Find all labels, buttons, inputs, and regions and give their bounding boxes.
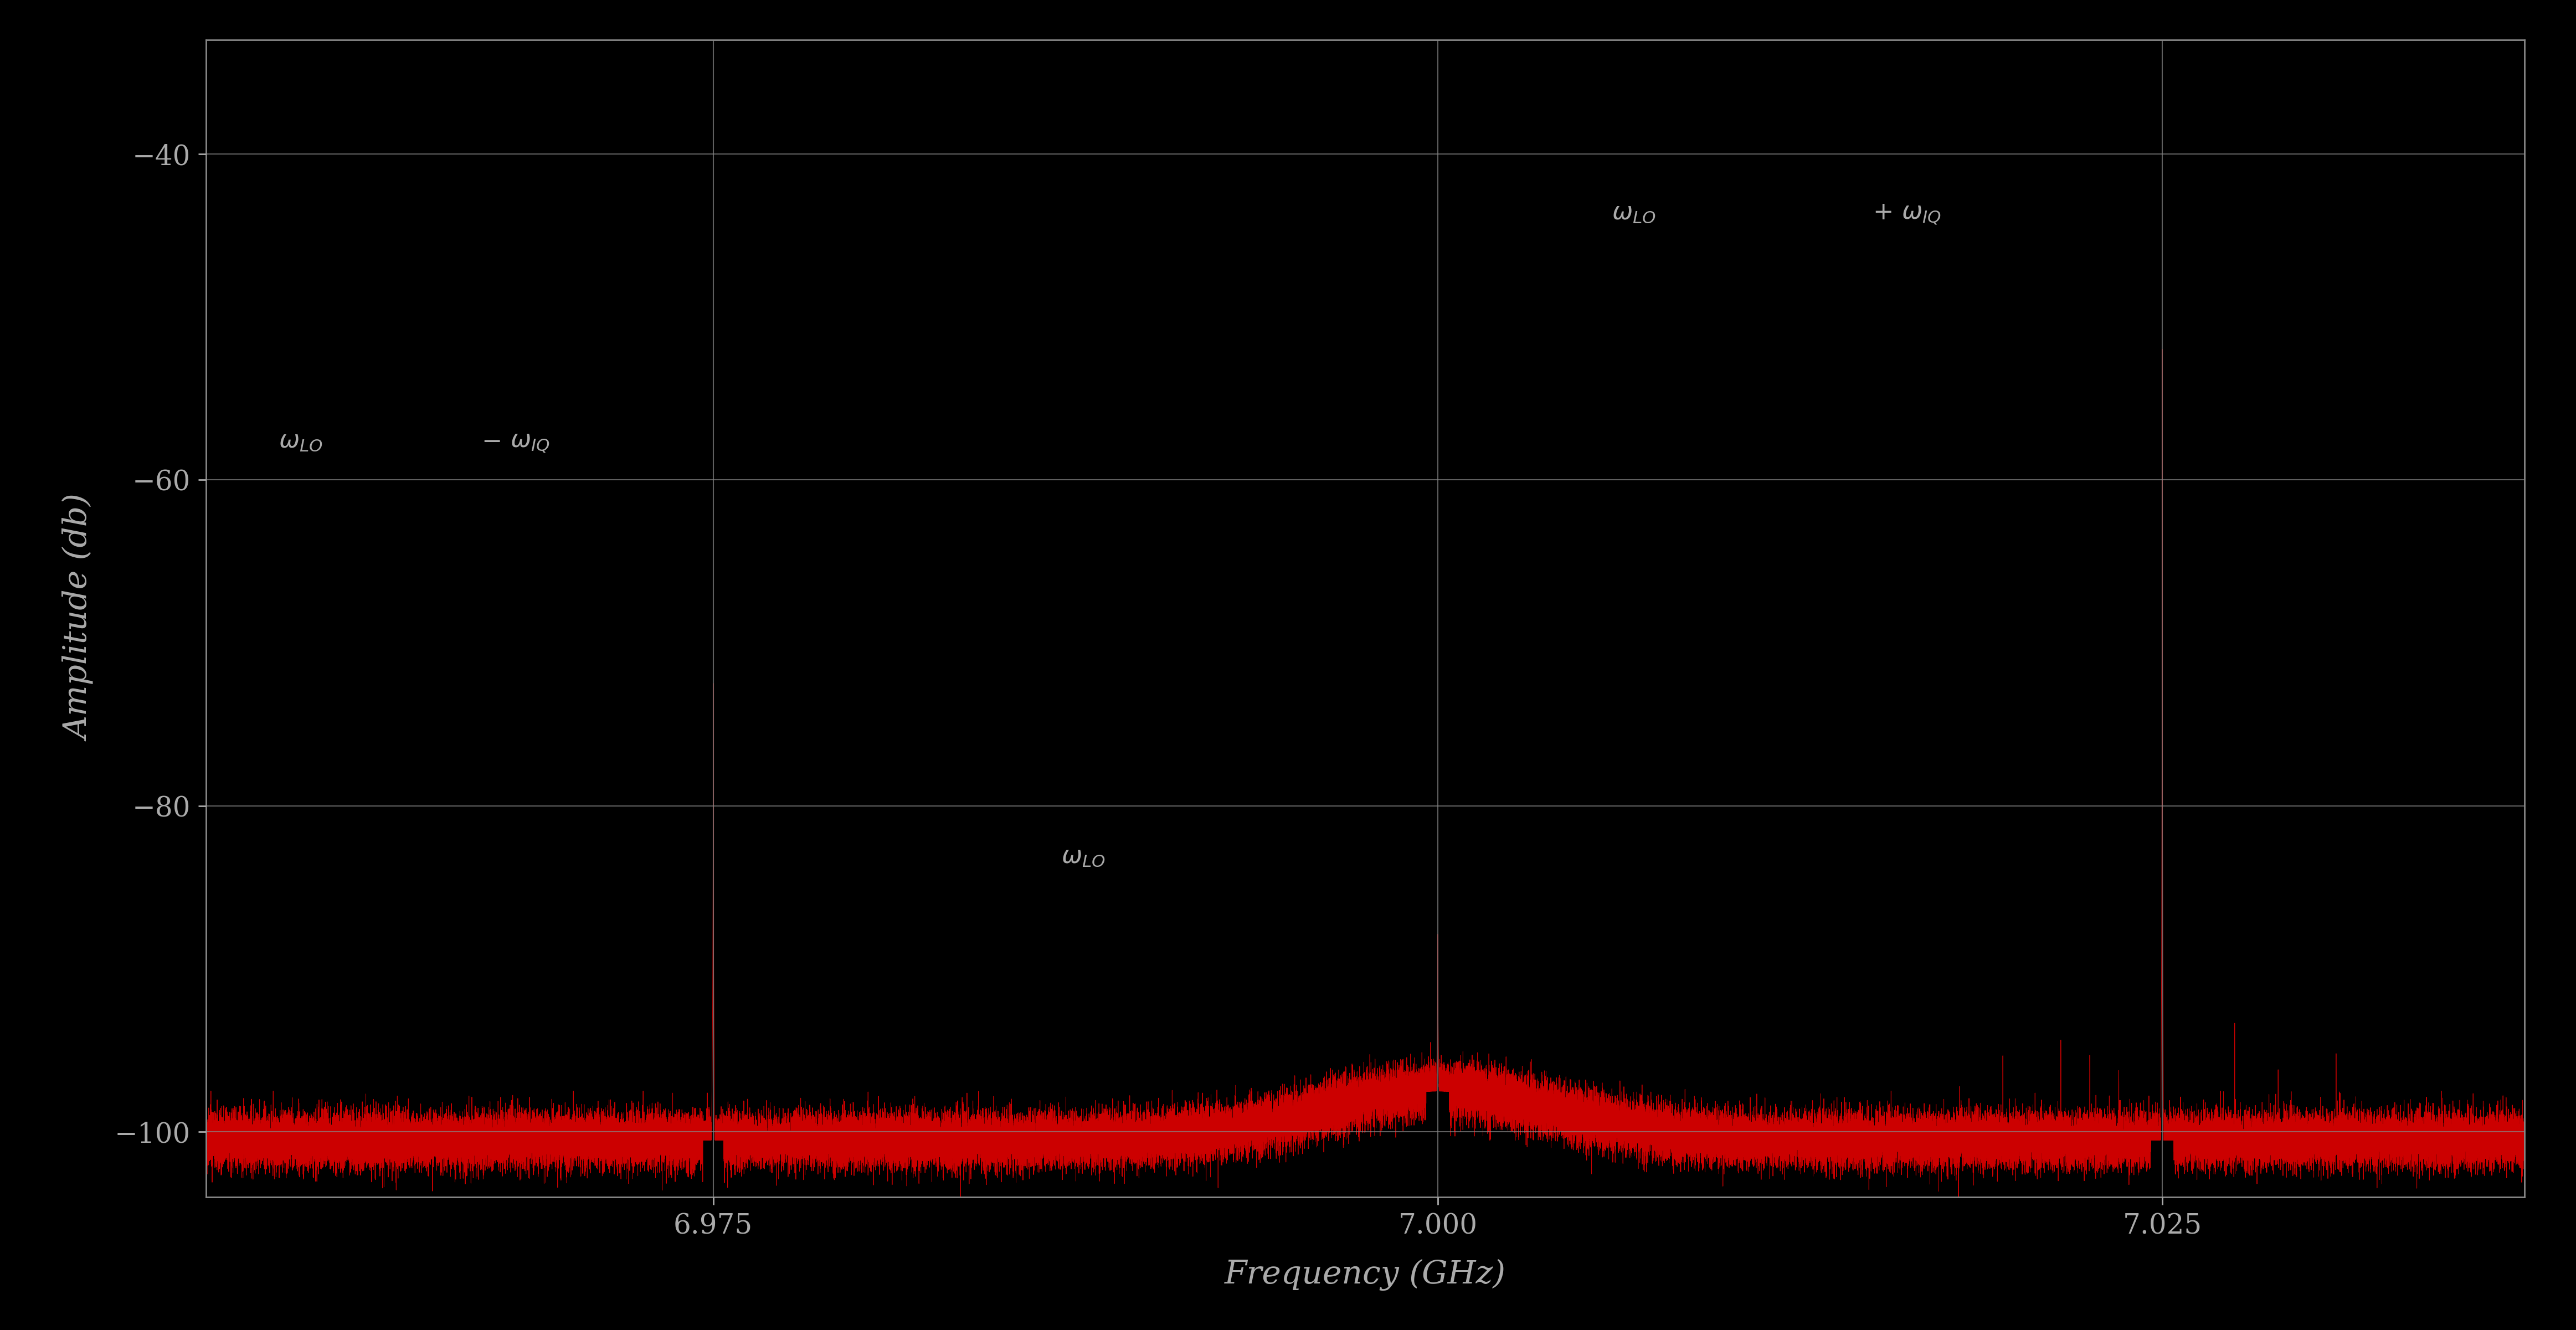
Text: $\omega_{LO}$: $\omega_{LO}$	[1613, 201, 1656, 225]
X-axis label: Frequency (GHz): Frequency (GHz)	[1224, 1260, 1507, 1290]
Text: $\omega_{IQ}$: $\omega_{IQ}$	[510, 431, 551, 455]
Text: $\omega_{IQ}$: $\omega_{IQ}$	[1901, 202, 1942, 226]
Text: $+$: $+$	[1873, 201, 1891, 225]
Text: $\omega_{LO}$: $\omega_{LO}$	[278, 428, 322, 452]
Y-axis label: Amplitude (db): Amplitude (db)	[64, 496, 95, 741]
Text: $\omega_{LO}$: $\omega_{LO}$	[1061, 845, 1105, 868]
Text: $-$: $-$	[482, 428, 500, 452]
